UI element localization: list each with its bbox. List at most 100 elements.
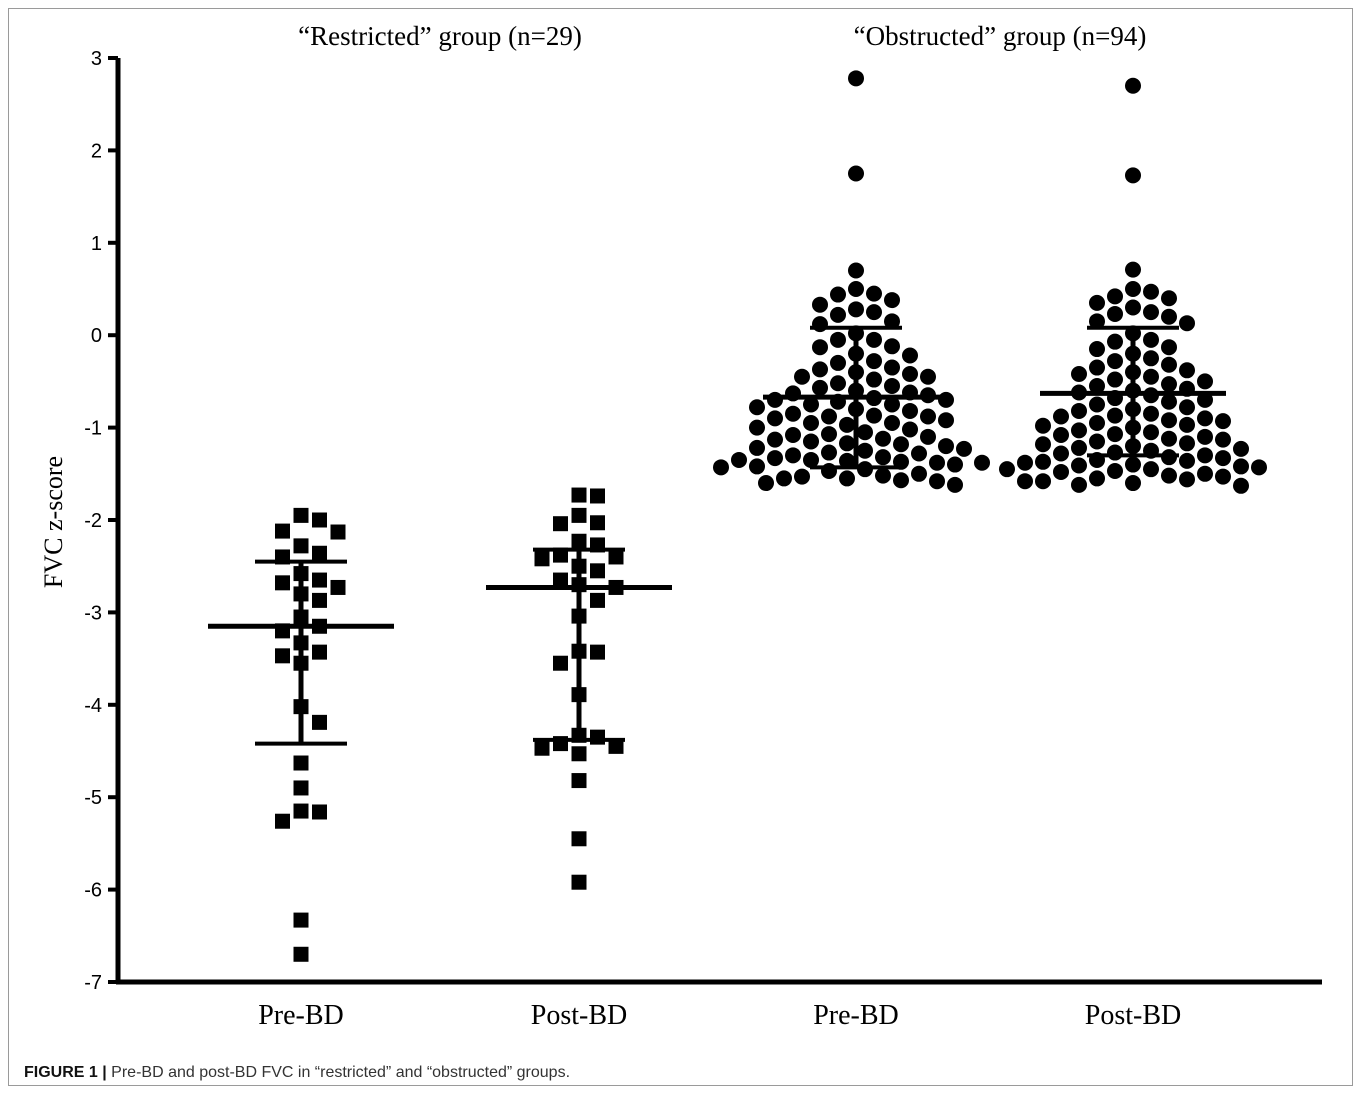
data-point-circle [1035,453,1051,470]
data-point-circle [929,473,945,490]
data-point-circle [866,304,882,321]
data-point-circle [839,470,855,487]
data-point-square [293,755,309,771]
data-point-circle [1179,416,1195,433]
data-point-circle [1107,288,1123,305]
data-point-circle [1125,475,1141,492]
data-point-square [293,507,309,523]
data-point-square [293,780,309,796]
data-point-square [312,592,327,608]
data-point-circle [1071,402,1087,419]
data-point-circle [1143,461,1159,478]
data-point-circle [947,476,963,493]
data-point-circle [848,165,864,182]
data-point-circle [1071,422,1087,439]
data-point-circle [749,419,765,436]
data-point-circle [884,292,900,309]
data-point-circle [1233,440,1249,457]
group-titles: “Restricted” group (n=29) “Obstructed” gr… [298,21,1146,51]
data-point-square [312,512,327,528]
data-point-circle [821,444,837,461]
data-point-circle [1107,305,1123,322]
y-tick-label: -1 [84,418,102,440]
data-point-circle [1125,77,1141,94]
y-tick-label: -3 [84,602,102,624]
data-point-circle [1125,261,1141,278]
data-point-circle [1089,313,1105,330]
data-point-circle [884,396,900,413]
caption-text: Pre-BD and post-BD FVC in “restricted” a… [106,1064,571,1081]
data-point-circle [938,391,954,408]
data-point-square [571,507,587,523]
data-point-square [312,545,327,561]
data-point-circle [1179,452,1195,469]
data-point-circle [1179,399,1195,416]
data-point-circle [803,414,819,431]
data-point-circle [911,465,927,482]
data-point-circle [848,262,864,279]
data-point-circle [830,354,846,371]
caption-label: FIGURE 1 | [24,1064,107,1081]
data-point-circle [1197,410,1213,427]
data-point-circle [848,281,864,297]
y-tick-label: -4 [84,695,102,717]
data-point-square [330,579,346,595]
data-point-square [312,804,327,820]
data-point-circle [1161,308,1177,325]
data-point-circle [1089,433,1105,450]
data-point-square [312,714,327,730]
data-point-circle [1143,304,1159,321]
data-point-circle [1107,371,1123,388]
data-point-square [571,831,587,847]
data-point-square [534,740,550,756]
data-point-circle [1161,339,1177,356]
data-point-circle [1089,470,1105,487]
data-point-circle [1107,353,1123,370]
x-category-label: Pre-BD [258,1000,344,1031]
data-point-circle [902,347,918,364]
data-point-circle [1251,459,1267,476]
data-point-circle [1107,444,1123,461]
y-axis-label: FVC z-score [39,456,68,588]
data-point-circle [1125,456,1141,473]
data-point-square [553,516,568,532]
data-point-square [312,644,327,660]
data-point-circle [767,410,783,427]
data-point-circle [875,430,891,447]
figure-caption: FIGURE 1 | Pre-BD and post-BD FVC in “re… [24,1064,570,1082]
data-point-circle [1143,424,1159,441]
data-point-square [275,648,290,664]
data-point-circle [1215,450,1231,467]
y-tick-label: -7 [84,972,102,994]
data-point-circle [1071,476,1087,493]
data-point-circle [1053,445,1069,462]
data-point-circle [1107,407,1123,424]
data-point-circle [1035,436,1051,453]
data-point-square [571,533,587,549]
data-point-circle [866,407,882,424]
data-point-circle [812,339,828,356]
data-point-circle [830,375,846,392]
data-point-circle [1125,167,1141,184]
data-point-square [608,738,624,754]
data-point-circle [1233,477,1249,494]
data-point-circle [866,285,882,302]
x-category-label: Post-BD [1085,1000,1181,1031]
data-point-circle [1107,463,1123,480]
y-ticks: 3 2 1 0 -1 -2 -3 -4 -5 -6 -7 [84,48,118,994]
y-tick-label: 1 [91,233,102,255]
data-point-square [590,563,605,579]
data-point-circle [1017,473,1033,490]
data-point-circle [1179,315,1195,332]
data-point-circle [1179,362,1195,379]
data-point-circle [749,439,765,456]
data-point-circle [1089,359,1105,376]
y-tick-label: 3 [91,48,102,70]
data-point-circle [821,408,837,425]
data-point-circle [884,414,900,431]
data-point-circle [758,475,774,492]
mean-sd-bars [208,325,1226,746]
data-point-circle [803,396,819,413]
data-point-square [590,488,605,504]
y-tick-label: -5 [84,787,102,809]
